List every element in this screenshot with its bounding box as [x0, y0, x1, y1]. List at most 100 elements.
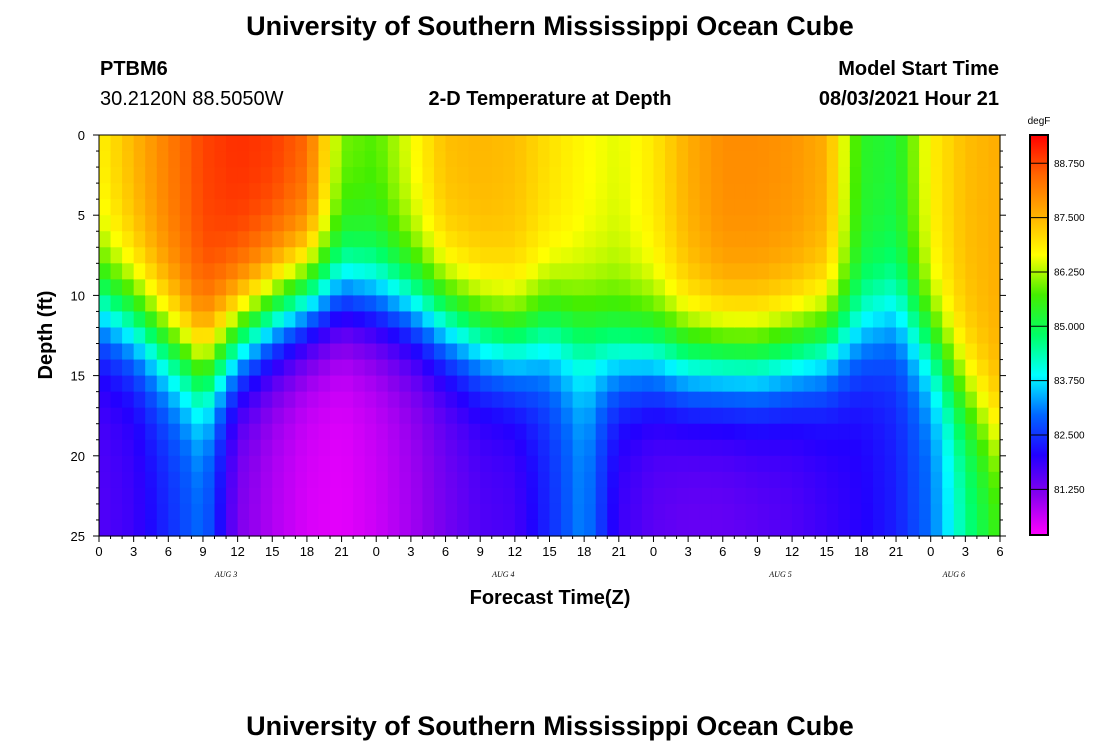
- heatmap-cell: [191, 279, 204, 296]
- x-tick-label: 12: [785, 544, 799, 559]
- heatmap-cell: [272, 471, 285, 489]
- heatmap-cell: [815, 503, 828, 521]
- heatmap-cell: [618, 295, 631, 313]
- heatmap-cell: [353, 231, 366, 248]
- colorbar: [1029, 134, 1049, 536]
- heatmap-cell: [202, 503, 216, 521]
- heatmap-cell: [468, 519, 481, 537]
- heatmap-cell: [179, 503, 193, 521]
- heatmap-cell: [422, 519, 435, 537]
- heatmap-cell: [399, 151, 412, 168]
- heatmap-cell: [457, 199, 470, 216]
- x-tick-label: 3: [962, 544, 969, 559]
- heatmap-cell: [537, 455, 551, 473]
- heatmap-cell: [953, 215, 966, 232]
- heatmap-cell: [965, 407, 978, 425]
- heatmap-cell: [549, 455, 562, 473]
- heatmap-cell: [722, 487, 735, 505]
- heatmap-cell: [676, 279, 689, 296]
- heatmap-cell: [676, 375, 689, 393]
- heatmap-cell: [214, 391, 227, 409]
- heatmap-cell: [237, 391, 250, 409]
- heatmap-cell: [202, 167, 216, 184]
- heatmap-cell: [653, 215, 666, 232]
- heatmap-cell: [133, 519, 146, 537]
- heatmap-cell: [272, 263, 285, 280]
- heatmap-cell: [99, 423, 112, 441]
- heatmap-cell: [872, 199, 886, 216]
- heatmap-cell: [618, 151, 631, 168]
- heatmap-cell: [988, 359, 1001, 377]
- heatmap-cell: [237, 295, 250, 313]
- heatmap-cell: [537, 215, 551, 232]
- heatmap-cell: [330, 167, 343, 184]
- heatmap-cell: [618, 455, 631, 473]
- heatmap-cell: [330, 503, 343, 521]
- heatmap-cell: [145, 359, 158, 377]
- heatmap-cell: [514, 439, 527, 457]
- heatmap-cell: [226, 183, 239, 200]
- heatmap-cell: [676, 359, 689, 377]
- heatmap-cell: [353, 391, 366, 409]
- heatmap-cell: [295, 183, 308, 200]
- heatmap-cell: [283, 183, 296, 200]
- heatmap-cell: [676, 423, 689, 441]
- heatmap-cell: [803, 343, 816, 361]
- heatmap-cell: [930, 359, 943, 377]
- heatmap-cell: [422, 183, 435, 200]
- heatmap-cell: [872, 359, 886, 377]
- heatmap-cell: [641, 279, 655, 296]
- heatmap-cell: [872, 279, 886, 296]
- heatmap-cell: [826, 359, 839, 377]
- heatmap-cell: [503, 263, 516, 280]
- heatmap-cell: [757, 183, 770, 200]
- heatmap-cell: [110, 279, 123, 296]
- heatmap-cell: [410, 487, 424, 505]
- heatmap-cell: [168, 151, 181, 168]
- heatmap-cell: [688, 295, 701, 313]
- heatmap-cell: [838, 199, 851, 216]
- heatmap-cell: [145, 311, 158, 329]
- heatmap-cell: [768, 151, 782, 168]
- heatmap-cell: [168, 247, 181, 264]
- heatmap-cell: [376, 231, 389, 248]
- heatmap-cell: [318, 151, 331, 168]
- heatmap-cell: [572, 215, 585, 232]
- heatmap-cell: [133, 167, 146, 184]
- heatmap-cell: [826, 135, 839, 152]
- heatmap-cell: [306, 407, 320, 425]
- heatmap-cell: [491, 391, 504, 409]
- heatmap-cell: [838, 359, 851, 377]
- heatmap-cell: [803, 183, 816, 200]
- x-tick-label: 15: [819, 544, 833, 559]
- heatmap-cell: [896, 167, 909, 184]
- heatmap-cell: [110, 215, 123, 232]
- heatmap-cell: [549, 295, 562, 313]
- heatmap-cell: [907, 455, 920, 473]
- heatmap-cell: [780, 247, 793, 264]
- heatmap-cell: [641, 487, 655, 505]
- heatmap-cell: [306, 295, 320, 313]
- heatmap-cell: [584, 167, 597, 184]
- heatmap-cell: [272, 391, 285, 409]
- heatmap-cell: [399, 407, 412, 425]
- plot-title: 2-D Temperature at Depth: [428, 88, 671, 110]
- heatmap-cell: [688, 311, 701, 329]
- heatmap-cell: [295, 135, 308, 152]
- heatmap-cell: [122, 375, 135, 393]
- heatmap-cell: [387, 407, 400, 425]
- heatmap-cell: [953, 359, 966, 377]
- heatmap-cell: [561, 343, 574, 361]
- heatmap-cell: [653, 391, 666, 409]
- model-start-label: Model Start Time: [838, 58, 999, 80]
- heatmap-cell: [433, 455, 447, 473]
- heatmap-cell: [133, 375, 146, 393]
- heatmap-cell: [457, 327, 470, 345]
- heatmap-cell: [422, 503, 435, 521]
- heatmap-cell: [942, 215, 955, 232]
- heatmap-cell: [745, 423, 759, 441]
- heatmap-cell: [792, 199, 805, 216]
- heatmap-cell: [688, 503, 701, 521]
- heatmap-cell: [641, 263, 655, 280]
- heatmap-cell: [838, 263, 851, 280]
